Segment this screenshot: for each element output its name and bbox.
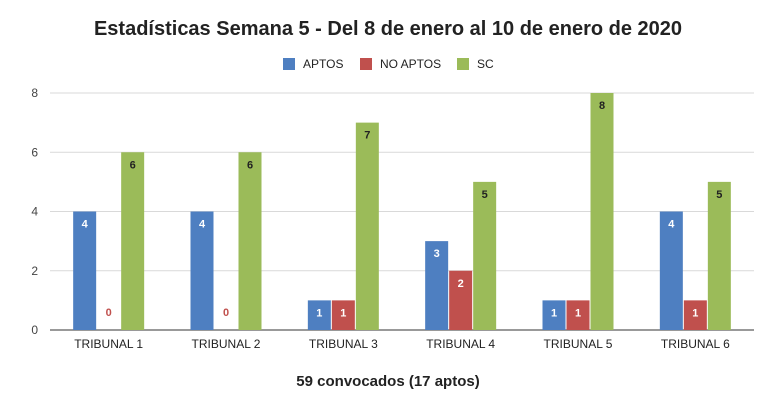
bar-data-label: 4 <box>668 219 675 231</box>
legend-swatch-no-aptos <box>360 58 372 70</box>
legend-swatch-aptos <box>283 58 295 70</box>
bar <box>659 211 683 330</box>
bar <box>307 300 331 330</box>
bar-data-label: 4 <box>199 219 206 231</box>
bar <box>683 300 707 330</box>
y-tick-label: 6 <box>31 145 38 159</box>
bar <box>425 241 449 330</box>
legend-label-no-aptos: NO APTOS <box>380 57 442 71</box>
legend-label-sc: SC <box>477 57 494 71</box>
bar-data-label: 1 <box>316 307 322 319</box>
bar <box>566 300 590 330</box>
y-tick-label: 4 <box>31 205 38 219</box>
bar <box>449 270 473 330</box>
bar-data-label: 6 <box>247 159 253 171</box>
bar <box>707 181 731 330</box>
bar-data-label: 4 <box>82 219 89 231</box>
legend-swatch-sc <box>457 58 469 70</box>
bar-data-label: 1 <box>692 307 698 319</box>
bar <box>190 211 214 330</box>
legend-item-no-aptos: NO APTOS <box>360 57 441 71</box>
bar-data-label: 2 <box>458 278 464 290</box>
bar <box>542 300 566 330</box>
x-tick-label: TRIBUNAL 4 <box>426 337 495 351</box>
bar-data-label: 1 <box>575 307 581 319</box>
x-tick-label: TRIBUNAL 2 <box>192 337 261 351</box>
x-tick-label: TRIBUNAL 3 <box>309 337 378 351</box>
bar-data-label: 5 <box>482 189 488 201</box>
bar-data-label: 7 <box>364 130 370 142</box>
bar-data-label: 1 <box>551 307 557 319</box>
bar-data-label: 8 <box>599 100 605 112</box>
x-tick-label: TRIBUNAL 1 <box>74 337 143 351</box>
x-axis-title: 59 convocados (17 aptos) <box>296 373 480 390</box>
bar <box>238 152 262 330</box>
y-tick-label: 2 <box>31 264 38 278</box>
legend-label-aptos: APTOS <box>303 57 344 71</box>
bar-data-label: 1 <box>340 307 346 319</box>
bar <box>73 211 97 330</box>
bar-data-label: 0 <box>223 307 229 319</box>
x-tick-label: TRIBUNAL 6 <box>661 337 730 351</box>
bar-data-label: 0 <box>106 307 112 319</box>
legend-item-aptos: APTOS <box>283 57 343 71</box>
y-tick-label: 8 <box>31 86 38 100</box>
x-tick-label: TRIBUNAL 5 <box>544 337 613 351</box>
bar <box>590 93 614 330</box>
bar <box>331 300 355 330</box>
bar <box>355 122 379 330</box>
bar <box>121 152 145 330</box>
bar-data-label: 6 <box>130 159 136 171</box>
bar <box>473 181 497 330</box>
y-tick-label: 0 <box>31 323 38 337</box>
legend-item-sc: SC <box>457 57 494 71</box>
chart-title: Estadísticas Semana 5 - Del 8 de enero a… <box>93 18 683 40</box>
bar-data-label: 3 <box>434 248 440 260</box>
bar-data-label: 5 <box>716 189 722 201</box>
